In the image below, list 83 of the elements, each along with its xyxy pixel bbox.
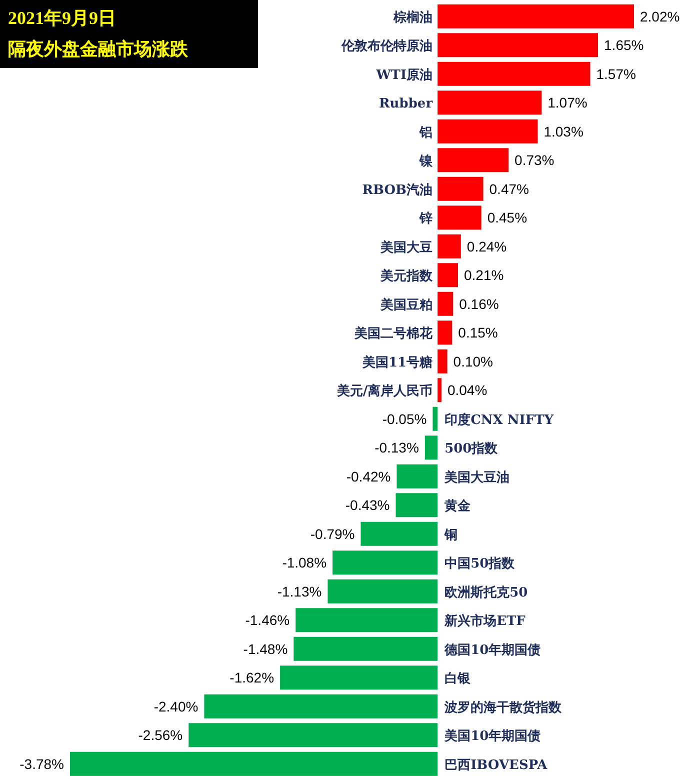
bar — [438, 176, 484, 201]
data-label: -1.48% — [243, 640, 288, 657]
bar — [296, 608, 438, 632]
y-tick-label: 巴西IBOVESPA — [444, 758, 548, 773]
data-label: 0.73% — [514, 152, 554, 168]
data-label: -2.56% — [138, 727, 183, 744]
bar — [360, 522, 438, 546]
data-label: 1.07% — [548, 94, 588, 111]
y-tick-label: 新兴市场ETF — [444, 613, 526, 630]
y-tick-label: 美国大豆油 — [444, 469, 510, 486]
data-label: 0.45% — [487, 210, 528, 226]
data-label: -1.46% — [245, 612, 290, 628]
bar — [396, 464, 438, 488]
y-tick-label: 美国二号棉花 — [354, 326, 434, 342]
y-tick-label: RBOB汽油 — [362, 182, 433, 198]
data-label: -1.62% — [230, 670, 274, 686]
data-label: -0.43% — [345, 497, 390, 514]
data-label: 1.57% — [596, 66, 636, 82]
bar — [396, 493, 438, 518]
y-tick-label: 棕榈油 — [392, 9, 433, 26]
data-label: 0.04% — [447, 382, 488, 398]
data-label: 0.15% — [458, 324, 498, 341]
bar — [438, 234, 461, 258]
bar — [438, 320, 452, 345]
data-label: -2.40% — [154, 698, 198, 714]
y-tick-label: 镍 — [418, 154, 434, 170]
bar — [438, 263, 458, 288]
bar — [438, 349, 448, 374]
y-tick-label: 500指数 — [444, 442, 499, 457]
y-tick-label: 美国10年期国债 — [444, 728, 541, 744]
bar — [424, 436, 438, 460]
bar — [438, 62, 590, 86]
data-label: 0.21% — [464, 267, 504, 284]
y-tick-label: 美国豆粕 — [380, 296, 433, 313]
bar — [438, 33, 598, 58]
bar — [438, 90, 542, 115]
bar — [438, 4, 634, 28]
data-label: 1.65% — [604, 37, 644, 54]
data-label: -3.78% — [20, 756, 64, 772]
y-tick-label: 美元/离岸人民币 — [336, 383, 433, 400]
bar — [438, 119, 538, 144]
text: 隔夜外盘金融市场涨跌 — [8, 39, 189, 59]
y-tick-label: 美国大豆 — [380, 239, 433, 256]
y-tick-label: 印度CNX NIFTY — [444, 412, 554, 428]
data-label: -0.42% — [346, 468, 391, 484]
data-label: 0.10% — [453, 353, 493, 370]
y-tick-label: 波罗的海干散货指数 — [444, 699, 563, 716]
bar — [432, 406, 438, 431]
bar — [328, 579, 438, 604]
bar — [438, 206, 482, 230]
bar — [438, 292, 454, 316]
data-label: 2.02% — [640, 8, 680, 24]
data-label: -1.08% — [282, 554, 327, 571]
data-label: -0.79% — [310, 526, 355, 542]
y-tick-label: 白银 — [444, 672, 472, 687]
y-tick-label: 铜 — [444, 528, 458, 543]
bar — [294, 636, 438, 661]
y-tick-label: Rubber — [379, 96, 433, 112]
bar — [280, 666, 438, 690]
y-tick-label: 美国11号糖 — [361, 354, 433, 370]
chart-title: 2021年9月9日 — [8, 8, 116, 28]
y-tick-label: 伦敦布伦特原油 — [340, 38, 433, 54]
bar — [438, 148, 509, 172]
bar — [70, 752, 438, 776]
data-label: 0.16% — [459, 296, 499, 312]
data-label: 1.03% — [544, 123, 584, 140]
bar — [204, 694, 438, 718]
y-tick-label: 锌 — [418, 210, 433, 227]
y-tick-label: 铝 — [418, 125, 433, 140]
data-label: -1.13% — [277, 583, 322, 600]
y-tick-label: 黄金 — [444, 499, 472, 514]
y-tick-label: 中国50指数 — [444, 556, 516, 572]
y-tick-label: 欧洲斯托克50 — [444, 585, 528, 600]
bar — [188, 723, 438, 748]
y-tick-label: 德国10年期国债 — [444, 642, 541, 658]
data-label: 0.24% — [466, 238, 507, 254]
bar — [332, 550, 438, 575]
y-tick-label: WTI原油 — [375, 68, 433, 83]
y-tick-label: 美元指数 — [380, 268, 434, 284]
data-label: -0.13% — [374, 440, 419, 456]
bar — [438, 378, 442, 402]
data-label: 0.47% — [489, 180, 529, 197]
data-label: -0.05% — [382, 410, 427, 427]
